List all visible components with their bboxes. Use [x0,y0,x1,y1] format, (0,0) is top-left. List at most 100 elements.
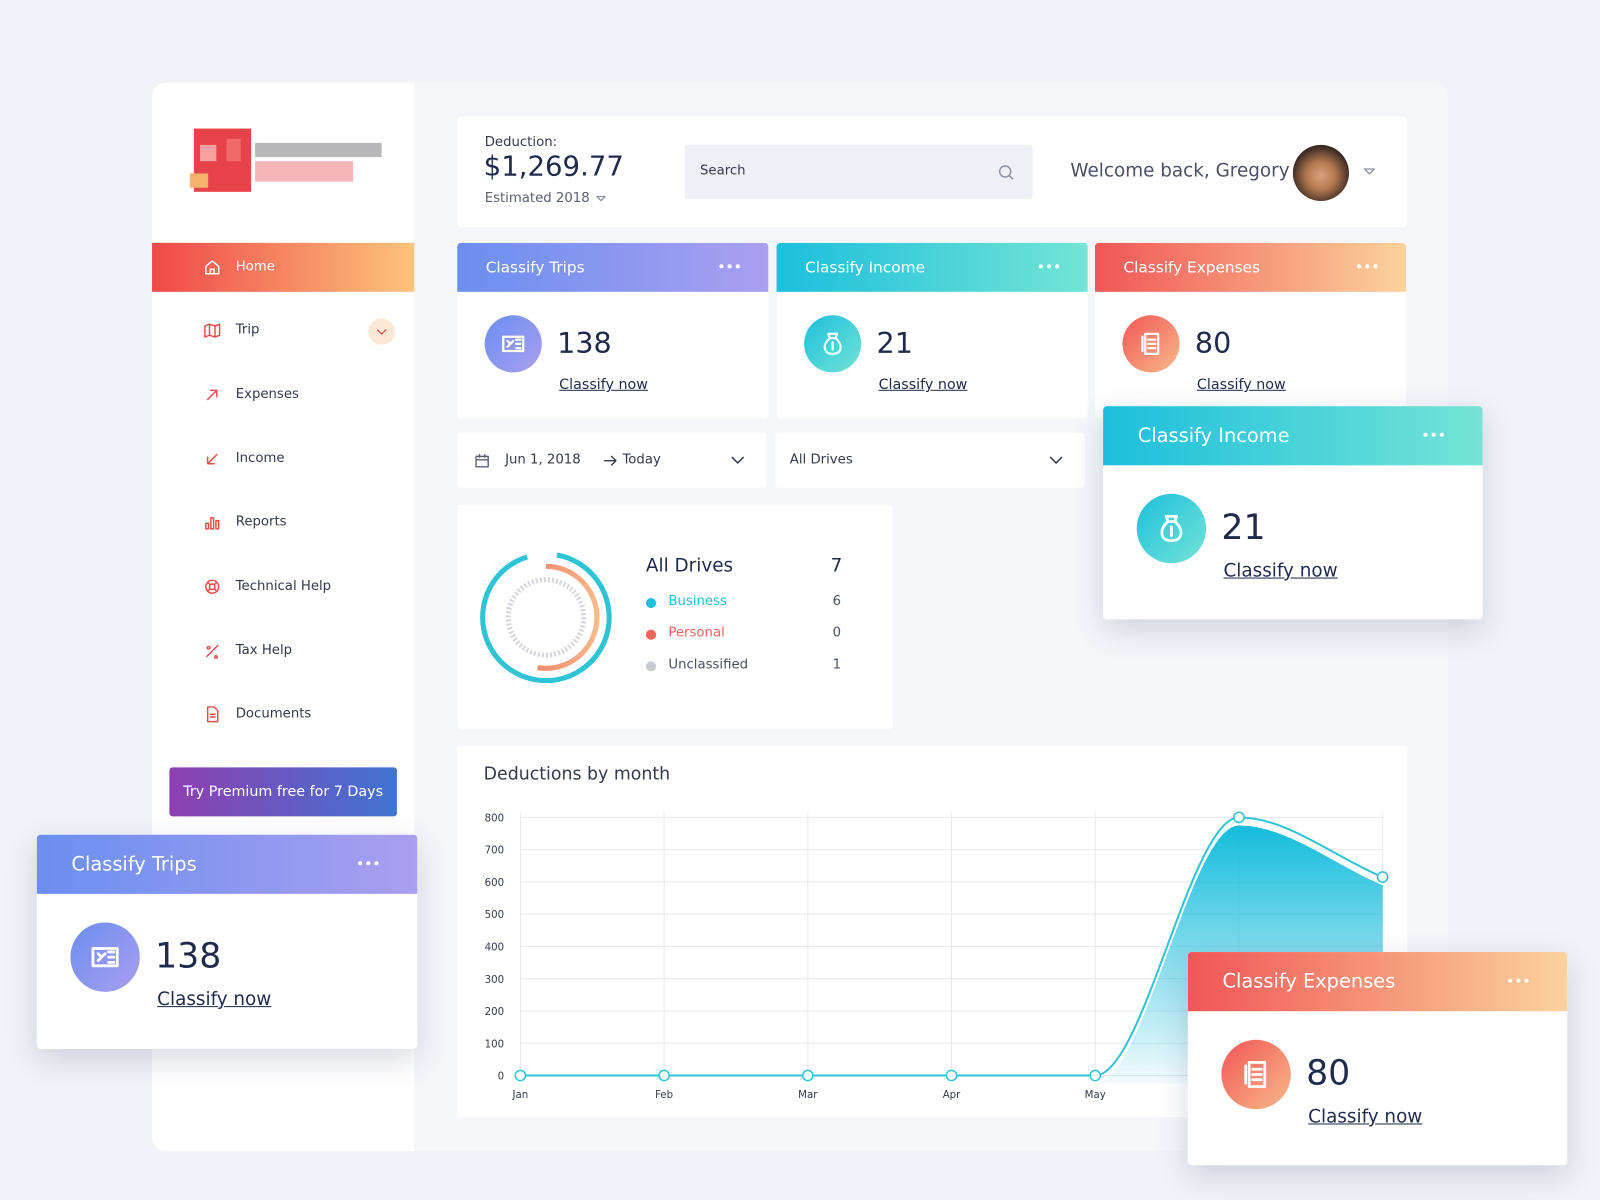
chevron [731,456,744,464]
legend-dot [645,661,657,672]
nav-item[interactable]: Tax Help [235,642,293,659]
menu-dot [727,264,732,269]
classify-card: Classify Income 21 Classify now [1103,406,1483,620]
point [658,1069,670,1082]
card-header: Classify Expenses [1094,242,1407,292]
card-menu[interactable] [719,264,741,270]
classify-link[interactable]: Classify now [1308,1106,1423,1128]
card-title: Classify Expenses [1123,258,1260,277]
card-menu[interactable] [1508,978,1530,985]
nav-icon [205,260,220,275]
menu-dot [735,264,740,269]
point [801,1069,814,1082]
card-menu[interactable] [1423,432,1445,439]
menu-dot [366,861,371,866]
card-title: Classify Income [1137,424,1290,447]
logo [189,128,382,192]
nav-icon [206,706,219,723]
nav-icon [205,644,219,660]
period-select[interactable]: Estimated 2018 [484,190,590,207]
point [1376,871,1389,883]
card-header: Classify Trips [457,242,769,292]
y-tick-label: 100 [485,1039,504,1050]
y-tick-label: 400 [485,943,504,954]
point [1233,811,1245,824]
card-title: Classify Expenses [1222,970,1396,993]
chart: 0 100 200 300 400 500 600 700 800 Jan Feb Mar Apr May [485,811,1389,1101]
chevron [376,329,387,335]
y-tick-label: 0 [498,1072,504,1083]
avatar[interactable] [1292,144,1349,202]
card-header: Classify Trips [36,834,418,894]
y-tick-label: 200 [485,1007,504,1018]
menu-dot [1423,432,1428,437]
menu-dot [358,861,363,866]
classify-link[interactable]: Classify now [878,376,968,393]
nav-item[interactable]: Income [235,451,285,467]
y-tick-label: 300 [485,975,504,986]
menu-dot [1439,432,1444,437]
y-tick-label: 600 [485,878,504,889]
card-menu[interactable] [1038,264,1061,270]
nav-item[interactable]: Trip [235,322,260,338]
menu-dot [374,861,379,866]
card-glyph [502,335,525,353]
date-filter[interactable]: Jun 1, 2018 Today [457,432,767,488]
calendar-icon [475,453,489,468]
x-tick-label: Mar [798,1090,818,1101]
area [520,825,1383,1084]
nav-item[interactable]: Documents [235,706,312,722]
point [1089,1069,1102,1082]
search-placeholder: Search [699,163,746,179]
card-menu[interactable] [1357,264,1379,270]
classify-link[interactable]: Classify now [559,376,648,393]
drive-count: 0 [832,625,842,641]
card-count: 21 [1221,507,1266,548]
menu-dot [1516,978,1521,983]
nav-icon [206,453,218,465]
classify-link[interactable]: Classify now [1223,560,1338,582]
legend-dot [645,597,657,609]
card-header: Classify Income [776,242,1088,292]
y-tick-label: 700 [485,846,504,857]
drive-filter-value: All Drives [789,452,853,468]
menu-dot [1055,264,1060,269]
nav-item[interactable]: Technical Help [235,578,332,594]
point [514,1069,527,1082]
menu-dot [1046,264,1052,269]
menu-dot [1357,264,1362,269]
drive-count: 1 [832,657,842,673]
nav-item[interactable]: Expenses [235,386,299,403]
y-tick-label: 800 [485,813,504,824]
welcome-text: Welcome back, Gregory [1070,160,1290,182]
card-glyph [91,947,119,968]
drives-card: All Drives 7 Business 6 Personal 0 Unclassifie… [457,505,893,729]
caret [596,195,606,202]
card-title: Classify Trips [485,258,585,277]
card-header: Classify Expenses [1187,952,1568,1012]
classify-link[interactable]: Classify now [1196,376,1286,393]
classify-link[interactable]: Classify now [157,988,272,1011]
x-tick-label: Feb [655,1090,673,1101]
card-count: 138 [155,935,222,977]
donut [480,551,612,684]
drives-title: All Drives [645,555,734,577]
y-tick-label: 500 [485,910,504,921]
drive-filter[interactable]: All Drives [775,432,1085,488]
card-glyph [1244,1060,1267,1089]
menu-dot [719,264,724,269]
menu-dot [1365,264,1370,269]
card-title: Classify Trips [71,853,197,876]
nav-item[interactable]: Reports [235,514,287,530]
search-box[interactable]: Search [684,144,1033,199]
card-count: 80 [1194,326,1232,361]
nav-item[interactable]: Home [235,259,275,275]
nav-active-bg[interactable] [152,242,415,292]
header-card: Deduction: $1,269.77 Estimated 2018 Search W… [457,116,1408,228]
trip-toggle[interactable] [368,318,395,345]
card-count: 80 [1306,1053,1351,1094]
premium-button[interactable]: Try Premium free for 7 Days [169,767,397,817]
card-glyph [1160,515,1183,543]
card-menu[interactable] [358,861,380,867]
